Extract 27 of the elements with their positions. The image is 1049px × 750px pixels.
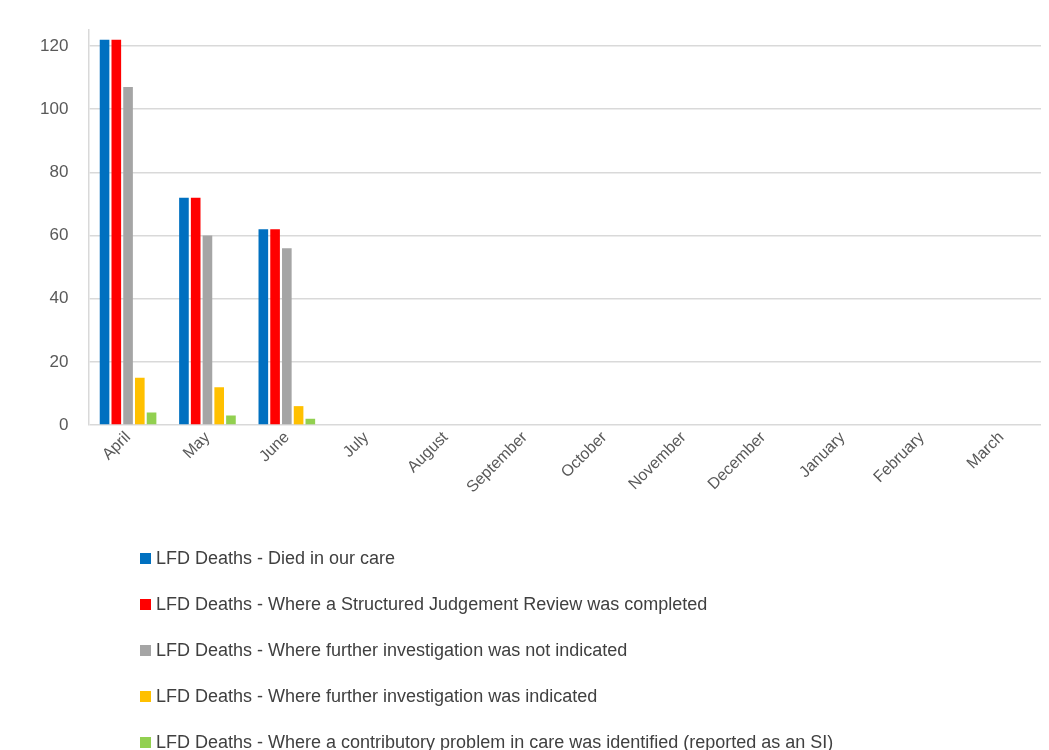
y-tick-label: 120 [39, 35, 69, 55]
y-tick-label: 100 [39, 98, 69, 118]
y-tick-label: 80 [49, 162, 69, 182]
bar [258, 229, 269, 425]
legend-label: LFD Deaths - Died in our care [156, 547, 396, 569]
legend-label: LFD Deaths - Where further investigation was indicated [156, 685, 598, 707]
y-tick-label: 40 [49, 288, 69, 308]
y-tick-label: 60 [49, 225, 69, 245]
bar [190, 197, 201, 425]
bar [111, 39, 122, 425]
bar [99, 39, 110, 425]
legend-label: LFD Deaths - Where further investigation was not indicated [156, 639, 628, 661]
bar [202, 235, 213, 425]
bar [179, 197, 189, 425]
bar [282, 248, 292, 425]
x-tick-label: May [179, 428, 213, 462]
y-tick-label: 0 [58, 414, 69, 434]
bar [226, 415, 236, 425]
bar [214, 387, 225, 425]
bar [134, 377, 145, 425]
bar [293, 406, 304, 425]
bar [270, 229, 280, 425]
bar [146, 412, 157, 425]
bar [123, 87, 133, 425]
x-tick-label: July [339, 428, 372, 461]
y-tick-label: 20 [49, 351, 69, 371]
legend-label: LFD Deaths - Where a Structured Judgement Review was completed [156, 593, 708, 615]
